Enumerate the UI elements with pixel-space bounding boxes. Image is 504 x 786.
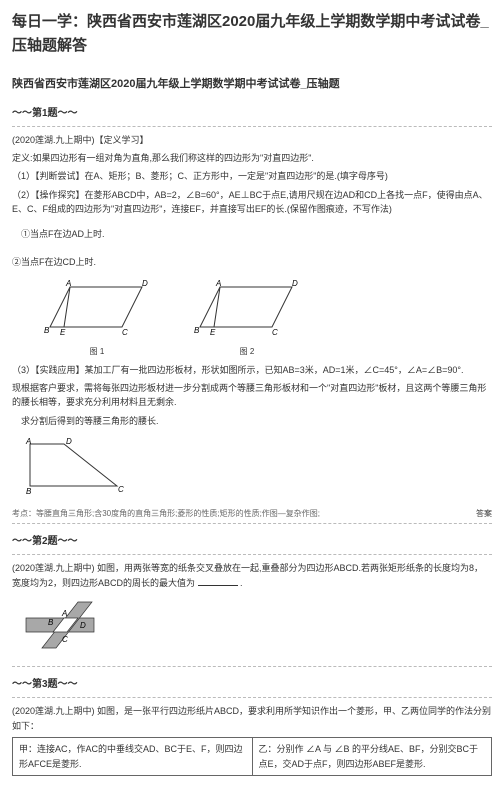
svg-text:B: B [26,487,32,496]
q1-part2: （2）【操作探究】在菱形ABCD中，AB=2，∠B=60°，AE⊥BC于点E,请… [12,188,492,217]
svg-text:B: B [48,618,54,627]
q1-tags: 考点：等腰直角三角形;含30度角的直角三角形;菱形的性质;矩形的性质;作图—复杂… [12,508,320,521]
q1-part1: （1）【判断尝试】在A、矩形；B、菱形；C、正方形中，一定是"对直四边形"的是.… [12,169,492,183]
svg-text:A: A [61,609,67,618]
q2-text: (2020莲湖.九上期中) 如图，用两张等宽的纸条交叉叠放在一起,重叠部分为四边… [12,561,492,590]
page-title: 每日一学：陕西省西安市莲湖区2020届九年级上学期数学期中考试试卷_压轴题解答 [12,10,492,58]
svg-text:C: C [118,485,124,494]
q2-body: (2020莲湖.九上期中) 如图，用两张等宽的纸条交叉叠放在一起,重叠部分为四边… [12,563,483,587]
methods-table: 甲：连接AC，作AC的中垂线交AD、BC于E、F，则四边形AFCE是菱形. 乙：… [12,737,492,776]
svg-text:E: E [60,328,66,337]
q1-part3b: 现根据客户要求，需将每张四边形板材进一步分割成两个等腰三角形板材和一个"对直四边… [12,381,492,410]
q2-figure: A B C D [22,598,492,658]
q1-footer: 考点：等腰直角三角形;含30度角的直角三角形;菱形的性质;矩形的性质;作图—复杂… [12,508,492,521]
doc-subtitle: 陕西省西安市莲湖区2020届九年级上学期数学期中考试试卷_压轴题 [12,76,492,94]
svg-text:D: D [80,621,86,630]
q1-answer-link[interactable]: 答案 [476,508,492,521]
svg-text:A: A [65,279,71,288]
svg-text:A: A [215,279,221,288]
svg-text:E: E [210,328,216,337]
method-cell-2: 乙：分别作 ∠A 与 ∠B 的平分线AE、BF，分别交BC于点E，交AD于点F，… [252,738,492,776]
divider [12,126,492,127]
svg-text:D: D [142,279,148,288]
method-cell-1: 甲：连接AC，作AC的中垂线交AD、BC于E、F，则四边形AFCE是菱形. [13,738,253,776]
fig1-label: 图 1 [42,346,152,359]
fig2-wrap: A D B E C 图 2 [192,279,302,358]
q1-part3a: （3）【实践应用】某加工厂有一批四边形板材，形状如图所示，已知AB=3米，AD=… [12,363,492,377]
q1-part3c: 求分割后得到的等腰三角形的腰长. [12,414,492,428]
q1-trapezoid: A D B C [22,436,492,500]
table-row: 甲：连接AC，作AC的中垂线交AD、BC于E、F，则四边形AFCE是菱形. 乙：… [13,738,492,776]
svg-text:D: D [66,437,72,446]
svg-text:C: C [62,635,68,644]
svg-text:B: B [194,326,200,335]
q1-definition: 定义:如果四边形有一组对角为直角,那么我们称这样的四边形为"对直四边形". [12,151,492,165]
q1-sub2: ②当点F在边CD上时. [12,255,492,269]
q2-period: . [240,578,243,588]
parallelogram-fig1: A D B E C [42,279,152,339]
q3-header: ～～第3题～～ [12,677,492,693]
q1-source: (2020莲湖.九上期中)【定义学习】 [12,133,492,147]
svg-text:A: A [25,437,31,446]
trapezoid-icon: A D B C [22,436,132,496]
divider [12,666,492,667]
fill-blank[interactable] [198,576,238,586]
svg-text:C: C [272,328,278,337]
q1-sub1: ①当点F在边AD上时. [12,227,492,241]
fig2-label: 图 2 [192,346,302,359]
q1-figures: A D B E C 图 1 A D B E C 图 2 [42,279,492,358]
divider [12,554,492,555]
svg-text:C: C [122,328,128,337]
divider [12,697,492,698]
fig1-wrap: A D B E C 图 1 [42,279,152,358]
svg-text:D: D [292,279,298,288]
cross-strips-icon: A B C D [22,598,112,654]
parallelogram-fig2: A D B E C [192,279,302,339]
q2-header: ～～第2题～～ [12,534,492,550]
q3-intro: (2020莲湖.九上期中) 如图，是一张平行四边形纸片ABCD，要求利用所学知识… [12,704,492,733]
q1-header: ～～第1题～～ [12,106,492,122]
divider [12,523,492,524]
svg-text:B: B [44,326,50,335]
